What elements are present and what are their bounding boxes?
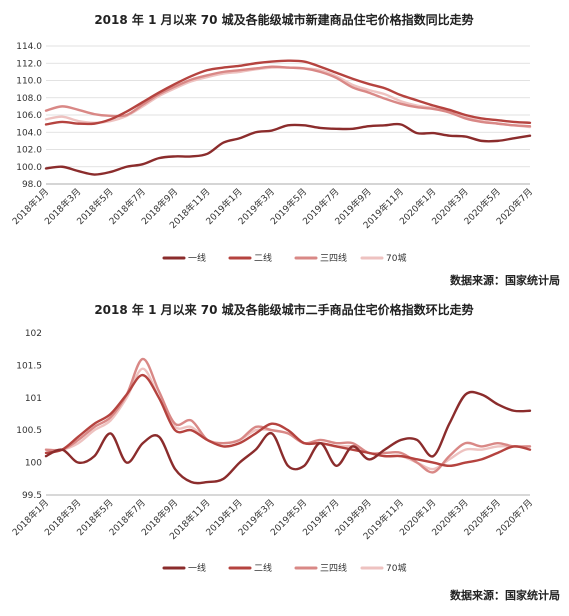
legend-label: 70城: [386, 253, 406, 264]
y-tick-label: 100: [25, 459, 42, 469]
legend-label: 一线: [188, 252, 206, 264]
y-tick-label: 100.5: [16, 426, 42, 436]
chart-2-legend: 一线 二线 三四线 70城: [162, 562, 406, 574]
chart-2-source: 数据来源：国家统计局: [450, 588, 560, 602]
legend-label: 70城: [386, 563, 406, 574]
chart-2-title: 2018 年 1 月以来 70 城及各能级城市二手商品住宅价格指数环比走势: [94, 302, 473, 317]
chart-1-title: 2018 年 1 月以来 70 城及各能级城市新建商品住宅价格指数同比走势: [94, 12, 473, 27]
chart-1-x-ticks: 2018年1月2018年3月2018年5月2018年7月2018年9月2018年…: [10, 186, 535, 232]
legend-label: 二线: [254, 562, 272, 574]
y-tick-label: 110.0: [16, 77, 42, 87]
y-tick-label: 112.0: [16, 59, 42, 69]
y-tick-label: 99.5: [22, 491, 42, 501]
y-tick-label: 98.0: [22, 180, 42, 190]
legend-label: 一线: [188, 562, 206, 574]
series-line-2: [44, 373, 532, 468]
series-line-1: [44, 390, 532, 485]
chart-new-housing-yoy: 2018 年 1 月以来 70 城及各能级城市新建商品住宅价格指数同比走势 11…: [10, 12, 560, 287]
chart-1-plot: [44, 59, 532, 176]
y-tick-label: 106.0: [16, 111, 42, 121]
chart-1-y-ticks: 114.0 112.0 110.0 108.0 106.0 104.0 102.0 100.0…: [16, 42, 530, 190]
y-tick-label: 108.0: [16, 94, 42, 104]
chart-second-hand-mom: 2018 年 1 月以来 70 城及各能级城市二手商品住宅价格指数环比走势 10…: [10, 302, 560, 602]
legend-label: 三四线: [320, 252, 347, 264]
series-line-3: [44, 357, 532, 474]
chart-1-legend: 一线 二线 三四线 70城: [162, 252, 406, 264]
chart-2-x-ticks: 2018年1月2018年3月2018年5月2018年7月2018年9月2018年…: [10, 497, 535, 543]
y-tick-label: 100.0: [16, 163, 42, 173]
chart-2-y-ticks: 102 101.5 101 100.5 100 99.5: [16, 329, 530, 501]
series-line-3: [44, 65, 532, 128]
series-line-2: [44, 59, 532, 126]
chart-1-source: 数据来源：国家统计局: [450, 273, 560, 287]
y-tick-label: 114.0: [16, 42, 42, 52]
y-tick-label: 101: [25, 394, 42, 404]
legend-label: 三四线: [320, 562, 347, 574]
chart-2-plot: [44, 357, 532, 485]
series-line-1: [44, 122, 532, 176]
y-tick-label: 101.5: [16, 361, 42, 371]
y-tick-label: 104.0: [16, 128, 42, 138]
y-tick-label: 102: [25, 329, 42, 339]
series-line-4: [44, 66, 532, 129]
y-tick-label: 102.0: [16, 146, 42, 156]
legend-label: 二线: [254, 252, 272, 264]
series-line-4: [44, 367, 532, 471]
